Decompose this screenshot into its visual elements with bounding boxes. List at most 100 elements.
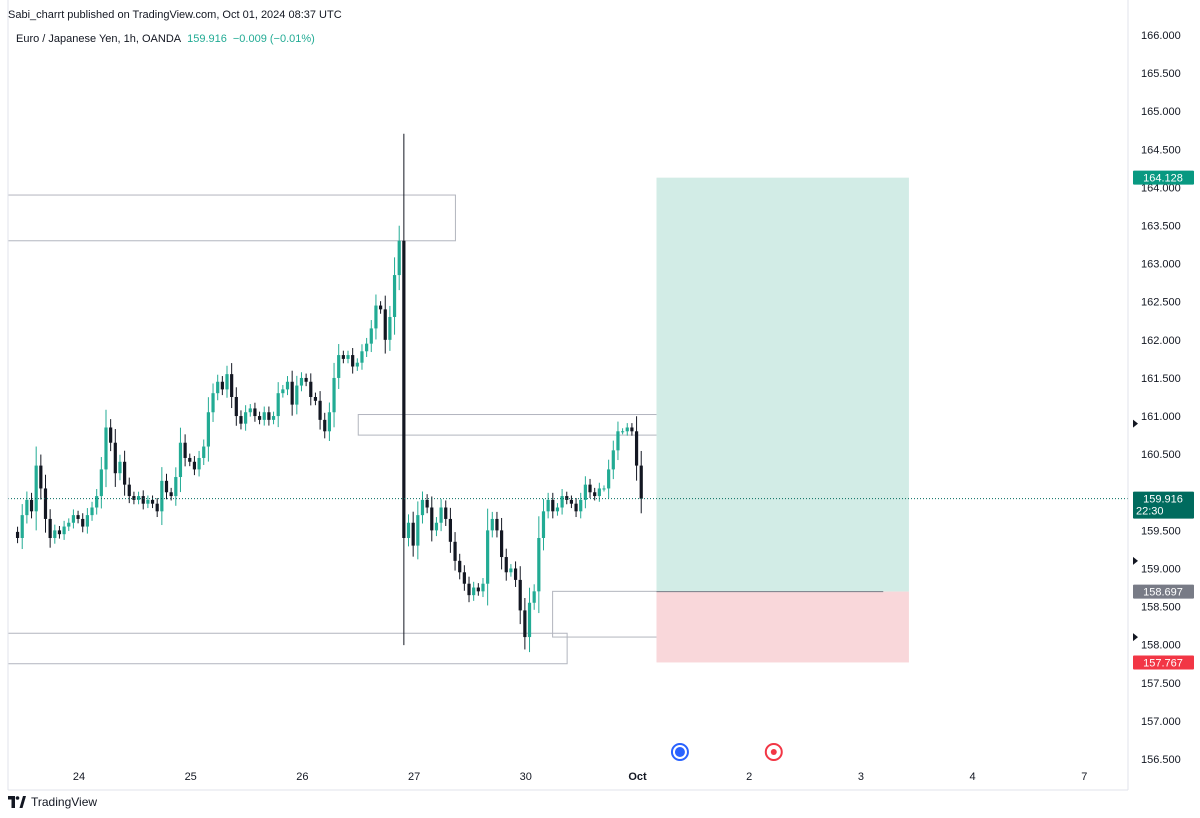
alert-dot-icon-inner (770, 749, 777, 755)
candle-body (25, 499, 29, 516)
candle-body (532, 591, 536, 603)
candle-body (174, 477, 178, 497)
candle-body (234, 397, 238, 417)
y-tick-label: 159.500 (1141, 525, 1181, 537)
last-price: 159.916 (187, 33, 227, 45)
candle-body (369, 328, 373, 344)
candle-body (123, 461, 127, 485)
candle-body (555, 507, 560, 512)
y-tick-label: 162.500 (1141, 297, 1181, 309)
candle-body (425, 499, 429, 508)
candle-body (462, 572, 466, 584)
candle-body (397, 240, 401, 276)
symbol-title: Euro / Japanese Yen, 1h, OANDA (16, 33, 182, 45)
x-tick-label: 25 (185, 771, 197, 783)
candle-body (15, 531, 20, 538)
candle-body (378, 305, 383, 310)
candle-body (351, 355, 355, 367)
candle-body (99, 469, 103, 497)
candle-body (583, 484, 587, 500)
candle-body (211, 393, 215, 413)
tradingview-footer[interactable]: TradingView (8, 795, 97, 809)
target-price-badge (1133, 170, 1194, 185)
mid-zone (357, 414, 676, 436)
candle-body (90, 507, 94, 516)
zones-layer (7, 194, 884, 665)
y-tick-label: 165.000 (1141, 106, 1181, 118)
y-tick-label: 160.500 (1141, 449, 1181, 461)
candle-body (453, 541, 457, 561)
candle-body (523, 610, 527, 638)
candle-body (57, 530, 62, 535)
candle-body (513, 568, 518, 580)
candle-body (625, 427, 629, 432)
candle-body (53, 530, 57, 538)
axis-pointer-icon (1133, 419, 1138, 428)
candle-body (537, 537, 541, 592)
y-tick-label: 165.500 (1141, 68, 1181, 80)
symbol-legend[interactable]: Euro / Japanese Yen, 1h, OANDA 159.916 −0.… (16, 33, 315, 45)
candle-body (295, 385, 299, 405)
candle-body (150, 499, 155, 504)
candle-body (313, 397, 318, 401)
candle-body (388, 316, 392, 340)
publish-info: Sabi_charrt published on TradingView.com… (8, 9, 342, 21)
tradingview-brand: TradingView (31, 795, 98, 809)
candles-layer (15, 133, 643, 653)
candle-body (365, 343, 369, 352)
long-position-tool (656, 177, 909, 663)
candle-body (271, 416, 276, 420)
candle-body (541, 511, 546, 538)
x-tick-label: 3 (858, 771, 864, 783)
candle-body (276, 393, 280, 417)
candle-body (616, 431, 620, 451)
candle-body (565, 496, 569, 500)
candle-body (360, 351, 364, 363)
candle-body (141, 496, 145, 504)
candle-body (113, 442, 117, 474)
candle-body (383, 309, 387, 340)
candle-body (178, 442, 183, 478)
candle-body (136, 496, 141, 500)
candle-body (267, 412, 271, 420)
candle-body (499, 530, 504, 558)
candle-body (318, 400, 322, 420)
candle-body (85, 515, 89, 527)
candle-body (332, 377, 336, 413)
entry-price-badge (1133, 584, 1194, 599)
candle-body (509, 568, 513, 573)
candle-body (551, 499, 555, 512)
candle-body (323, 419, 327, 432)
candle-body (220, 381, 224, 390)
axis-pointer-icon (1133, 556, 1138, 565)
tradingview-logo-icon (8, 796, 26, 808)
candle-body (43, 488, 48, 519)
candle-body (434, 522, 439, 531)
event-markers (670, 743, 783, 761)
candle-body (341, 355, 345, 359)
candle-body (197, 457, 201, 470)
price-axis: 166.000 165.500 165.000 164.500 164.000 163.5… (7, 0, 1194, 791)
candle-body (244, 412, 248, 424)
candle-body (392, 275, 397, 317)
candle-body (81, 518, 85, 527)
candle-body (253, 408, 257, 417)
y-tick-label: 161.500 (1141, 373, 1181, 385)
candle-body (327, 412, 331, 432)
candle-body (248, 408, 252, 413)
x-tick-label: 27 (408, 771, 420, 783)
candle-body (518, 579, 522, 611)
candle-body (104, 427, 108, 470)
y-tick-label: 157.500 (1141, 678, 1181, 690)
candle-body (216, 381, 220, 394)
candle-body (290, 381, 294, 405)
candle-body (597, 488, 601, 497)
candle-body (574, 503, 578, 512)
x-tick-label: 30 (520, 771, 532, 783)
candle-body (416, 515, 420, 546)
countdown-label: 22:30 (1136, 506, 1164, 518)
candle-body (309, 381, 313, 397)
candle-body (239, 416, 243, 424)
candle-body (285, 381, 290, 390)
